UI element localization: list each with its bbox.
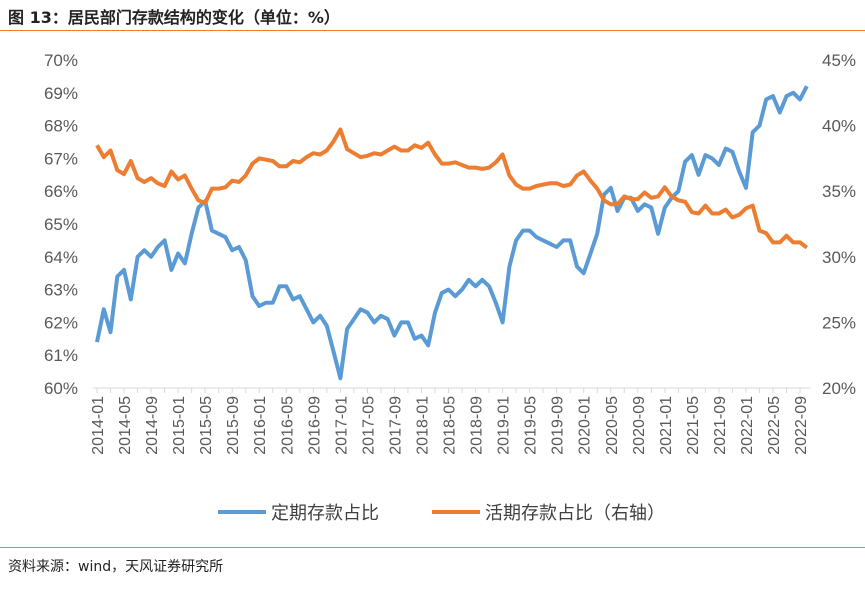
x-tick-label: 2020-01 — [577, 396, 594, 455]
legend-label: 活期存款占比（右轴） — [485, 503, 665, 524]
x-tick-label: 2018-01 — [414, 396, 431, 455]
x-tick-label: 2015-05 — [198, 396, 215, 455]
x-tick-label: 2014-05 — [117, 396, 134, 455]
top-divider — [0, 30, 865, 31]
y-left-tick-label: 62% — [44, 313, 78, 332]
x-tick-label: 2022-01 — [739, 396, 756, 455]
x-tick-label: 2022-09 — [793, 396, 810, 455]
x-tick-label: 2019-05 — [523, 396, 540, 455]
series-line-demand-deposit — [95, 127, 809, 250]
x-tick-label: 2019-01 — [496, 396, 513, 455]
x-tick-label: 2021-01 — [658, 396, 675, 455]
x-tick-label: 2017-01 — [333, 396, 350, 455]
x-tick-label: 2020-09 — [631, 396, 648, 455]
x-tick-label: 2016-09 — [306, 396, 323, 455]
y-right-tick-label: 20% — [822, 379, 856, 398]
y-left-tick-label: 70% — [44, 51, 78, 70]
y-right-tick-label: 45% — [822, 51, 856, 70]
x-tick-label: 2015-09 — [225, 396, 242, 455]
y-left-tick-label: 68% — [44, 117, 78, 136]
y-left-tick-label: 66% — [44, 182, 78, 201]
y-left-tick-label: 60% — [44, 379, 78, 398]
x-tick-label: 2020-05 — [604, 396, 621, 455]
series-line-time-deposit — [95, 85, 809, 381]
figure-title: 图 13：居民部门存款结构的变化（单位：%） — [8, 8, 340, 27]
y-left-tick-label: 65% — [44, 215, 78, 234]
x-tick-label: 2016-05 — [279, 396, 296, 455]
x-tick-label: 2019-09 — [550, 396, 567, 455]
y-left-tick-label: 61% — [44, 346, 78, 365]
x-tick-label: 2021-05 — [685, 396, 702, 455]
x-tick-label: 2015-01 — [171, 396, 188, 455]
x-tick-label: 2018-09 — [469, 396, 486, 455]
bottom-divider — [0, 547, 865, 548]
x-tick-label: 2016-01 — [252, 396, 269, 455]
y-right-tick-label: 25% — [822, 313, 856, 332]
y-left-tick-label: 67% — [44, 149, 78, 168]
y-left-tick-label: 69% — [44, 84, 78, 103]
x-tick-label: 2018-05 — [442, 396, 459, 455]
y-left-tick-label: 63% — [44, 281, 78, 300]
line-chart: 60% 61% 62% 63% 64% 65% 66% 67% 68% 69% 70% 20% 25% 3… — [44, 51, 856, 524]
legend-label: 定期存款占比 — [271, 503, 379, 524]
x-tick-label: 2017-05 — [360, 396, 377, 455]
y-right-tick-label: 40% — [822, 117, 856, 136]
x-tick-label: 2021-09 — [712, 396, 729, 455]
y-right-tick-label: 35% — [822, 182, 856, 201]
x-tick-label: 2022-05 — [766, 396, 783, 455]
x-tick-label: 2017-09 — [387, 396, 404, 455]
y-right-tick-label: 30% — [822, 248, 856, 267]
x-tick-label: 2014-01 — [90, 396, 107, 455]
source-note: 资料来源：wind，天风证券研究所 — [8, 559, 224, 575]
y-left-tick-label: 64% — [44, 248, 78, 267]
x-tick-label: 2014-09 — [144, 396, 161, 455]
